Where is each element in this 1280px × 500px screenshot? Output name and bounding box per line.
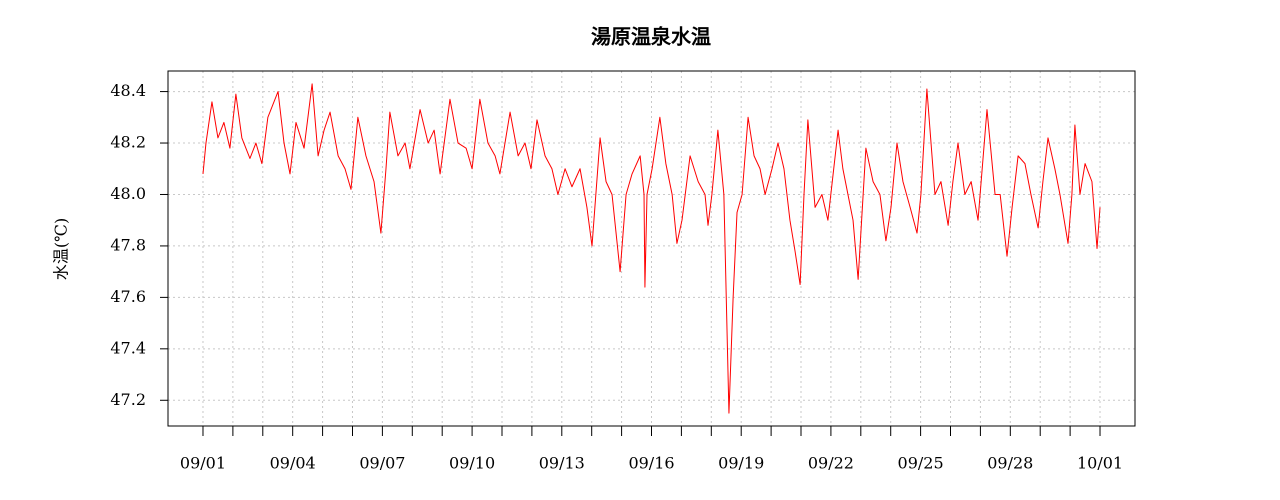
x-tick-label: 09/07 <box>359 454 405 473</box>
plot-frame <box>167 70 1136 427</box>
y-tick-label: 47.6 <box>110 287 146 306</box>
x-tick-label: 09/19 <box>718 454 764 473</box>
y-tick-label: 47.8 <box>110 235 146 254</box>
x-tick-label: 09/04 <box>270 454 316 473</box>
y-axis-label: 水温(℃) <box>52 218 71 280</box>
x-tick-label: 09/25 <box>898 454 944 473</box>
y-tick-label: 47.4 <box>110 338 146 357</box>
data-line <box>202 83 1101 414</box>
y-tick-label: 47.2 <box>110 390 146 409</box>
x-tick-label: 09/22 <box>808 454 854 473</box>
x-tick-label: 09/13 <box>539 454 585 473</box>
x-tick-label: 09/28 <box>987 454 1033 473</box>
x-tick-label: 10/01 <box>1077 454 1123 473</box>
y-tick-label: 48.2 <box>110 133 146 152</box>
y-tick-label: 48.0 <box>110 184 146 203</box>
x-tick-label: 09/16 <box>628 454 674 473</box>
chart-title: 湯原温泉水温 <box>591 25 711 49</box>
x-tick-label: 09/01 <box>180 454 226 473</box>
x-tick-label: 09/10 <box>449 454 495 473</box>
y-tick-label: 48.4 <box>110 81 146 100</box>
